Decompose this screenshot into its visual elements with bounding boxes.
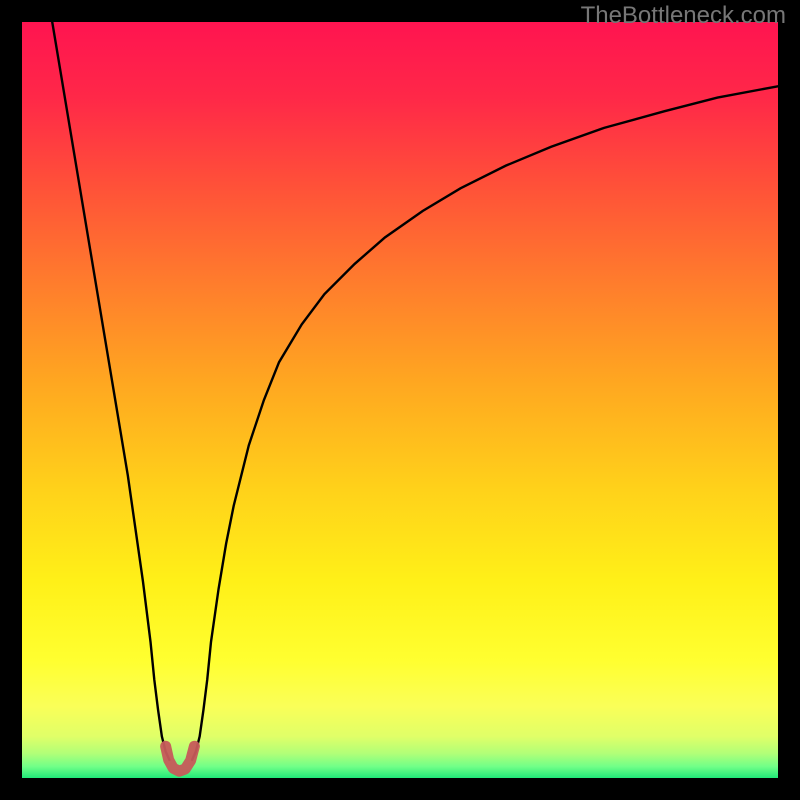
gradient-background [22, 22, 778, 778]
chart-container [22, 22, 778, 778]
stage: TheBottleneck.com [0, 0, 800, 800]
watermark-text: TheBottleneck.com [581, 2, 786, 30]
bottleneck-chart [22, 22, 778, 778]
